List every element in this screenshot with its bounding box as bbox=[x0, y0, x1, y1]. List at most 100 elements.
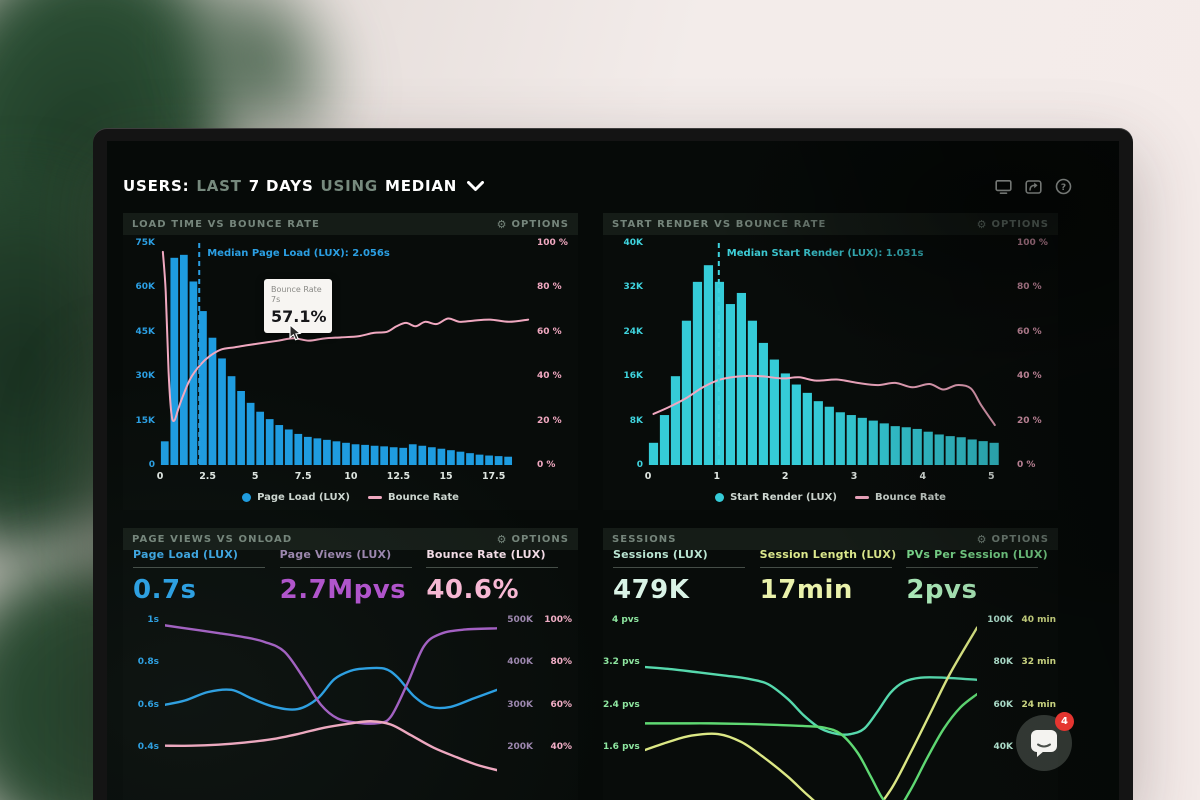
agg-word: USING bbox=[320, 177, 378, 195]
metric-page-load: Page Load (LUX) 0.7s bbox=[133, 548, 280, 605]
tick-label: 400K bbox=[507, 657, 533, 668]
notification-badge: 4 bbox=[1055, 712, 1074, 731]
tick-label: 0.4s bbox=[137, 742, 159, 753]
tick-label: 100K bbox=[987, 614, 1013, 625]
options-button[interactable]: ⚙ OPTIONS bbox=[976, 532, 1049, 546]
dashboard-screen: USERS: LAST 7 DAYS USING MEDIAN ? bbox=[107, 141, 1119, 800]
tick-label: 100 % bbox=[1017, 238, 1048, 248]
bar bbox=[342, 442, 350, 465]
median-annotation: Median Page Load (LUX): 2.056s bbox=[207, 248, 390, 259]
bar bbox=[846, 415, 856, 465]
users-range-dropdown[interactable]: USERS: LAST 7 DAYS USING MEDIAN bbox=[123, 174, 485, 198]
options-button[interactable]: ⚙ OPTIONS bbox=[496, 217, 569, 231]
tick-label: 1 bbox=[713, 471, 721, 482]
header-toolbar: ? bbox=[995, 178, 1072, 195]
panel-start-render-vs-bounce-rate: START RENDER VS BOUNCE RATE ⚙ OPTIONS 40… bbox=[603, 213, 1058, 510]
chart-legend: Start Render (LUX) Bounce Rate bbox=[603, 492, 1058, 503]
tick-label: 24 min bbox=[1021, 699, 1056, 710]
start-render-chart[interactable]: Median Start Render (LUX): 1.031s bbox=[648, 243, 1012, 465]
gear-icon: ⚙ bbox=[496, 217, 508, 231]
share-icon[interactable] bbox=[1025, 178, 1042, 195]
tick-label: 60% bbox=[550, 699, 572, 710]
bar bbox=[769, 359, 779, 465]
bar bbox=[703, 265, 714, 465]
chart-legend: Page Load (LUX) Bounce Rate bbox=[123, 492, 578, 503]
monitor-icon[interactable] bbox=[995, 178, 1012, 195]
y-axis-bounce-rate: 100 % 80 % 60 % 40 % 20 % 0 % bbox=[1017, 238, 1055, 470]
chat-widget-button[interactable]: 4 bbox=[1016, 712, 1074, 771]
help-icon[interactable]: ? bbox=[1055, 178, 1072, 195]
bar bbox=[275, 425, 284, 465]
bar bbox=[237, 391, 245, 465]
tick-label: 40% bbox=[550, 742, 572, 753]
users-label: USERS: bbox=[123, 177, 190, 195]
x-axis-seconds: 0 1 2 3 4 5 bbox=[645, 471, 1012, 483]
bar bbox=[284, 429, 293, 465]
y-axis-start-render: 40K 32K 24K 16K 8K 0 bbox=[603, 238, 644, 470]
bar bbox=[170, 257, 179, 465]
bar bbox=[370, 445, 379, 465]
bar bbox=[747, 320, 757, 465]
page-views-chart[interactable] bbox=[165, 616, 497, 800]
bar bbox=[427, 447, 436, 465]
bar bbox=[408, 444, 417, 465]
tick-label: 80K bbox=[993, 657, 1014, 668]
line-series-pvs-per-session bbox=[645, 692, 977, 800]
bar bbox=[780, 373, 790, 465]
bar bbox=[967, 439, 977, 465]
tick-label: 80 % bbox=[1017, 282, 1042, 293]
bar bbox=[504, 456, 513, 465]
bar bbox=[978, 441, 988, 465]
tick-label: 200K bbox=[507, 742, 533, 753]
bar bbox=[475, 454, 484, 465]
tick-label: 32K bbox=[623, 282, 644, 293]
tick-label: 80 % bbox=[537, 282, 562, 293]
options-button[interactable]: ⚙ OPTIONS bbox=[496, 532, 569, 546]
tooltip-x-value: 7s bbox=[271, 295, 281, 304]
median-annotation: Median Start Render (LUX): 1.031s bbox=[726, 248, 924, 259]
panel-header: LOAD TIME VS BOUNCE RATE ⚙ OPTIONS bbox=[123, 213, 578, 235]
bar bbox=[956, 437, 966, 465]
line-series-page-views bbox=[165, 624, 497, 725]
line-series-page-load bbox=[165, 666, 497, 711]
bar bbox=[989, 442, 999, 465]
bar bbox=[923, 431, 933, 465]
metric-sessions: Sessions (LUX) 479K bbox=[613, 548, 760, 605]
bar bbox=[332, 441, 341, 465]
tick-label: 300K bbox=[507, 699, 533, 710]
line-series-session-length bbox=[645, 626, 977, 800]
tick-label: 15K bbox=[135, 415, 156, 426]
bar bbox=[246, 402, 255, 465]
y-axis-sessions: 100K 80K 60K 40K bbox=[981, 614, 1014, 800]
bar bbox=[945, 436, 955, 465]
cursor-icon bbox=[289, 323, 302, 345]
tick-label: 0 bbox=[156, 471, 164, 482]
tick-label: 10 bbox=[344, 471, 358, 482]
panel-title: START RENDER VS BOUNCE RATE bbox=[612, 218, 827, 230]
panel-title: PAGE VIEWS VS ONLOAD bbox=[132, 533, 293, 545]
tick-label: 1.6 pvs bbox=[603, 742, 640, 753]
panel-sessions: SESSIONS ⚙ OPTIONS Sessions (LUX) 479K S… bbox=[603, 528, 1058, 800]
bar bbox=[418, 445, 427, 465]
bar bbox=[791, 384, 801, 465]
panel-header: START RENDER VS BOUNCE RATE ⚙ OPTIONS bbox=[603, 213, 1058, 235]
y-axis-page-load: 75K 60K 45K 30K 15K 0 bbox=[123, 238, 156, 470]
tick-label: 5 bbox=[987, 471, 995, 482]
panel-title: SESSIONS bbox=[612, 533, 677, 545]
tick-label: 0.6s bbox=[137, 699, 159, 710]
tick-label: 40 min bbox=[1021, 614, 1056, 625]
tick-label: 16K bbox=[623, 371, 644, 382]
bar bbox=[681, 320, 692, 465]
bar bbox=[934, 434, 944, 465]
tick-label: 20 % bbox=[537, 415, 562, 426]
sessions-chart[interactable] bbox=[645, 616, 977, 800]
tick-label: 4 bbox=[919, 471, 927, 482]
bar bbox=[361, 444, 369, 465]
options-button[interactable]: ⚙ OPTIONS bbox=[976, 217, 1049, 231]
load-time-chart[interactable]: Median Page Load (LUX): 2.056s bbox=[160, 243, 532, 465]
tick-label: 7.5 bbox=[294, 471, 312, 482]
tick-label: 40 % bbox=[537, 371, 562, 382]
gear-icon: ⚙ bbox=[496, 532, 508, 546]
bar bbox=[736, 292, 746, 465]
tick-label: 0 bbox=[148, 460, 155, 470]
